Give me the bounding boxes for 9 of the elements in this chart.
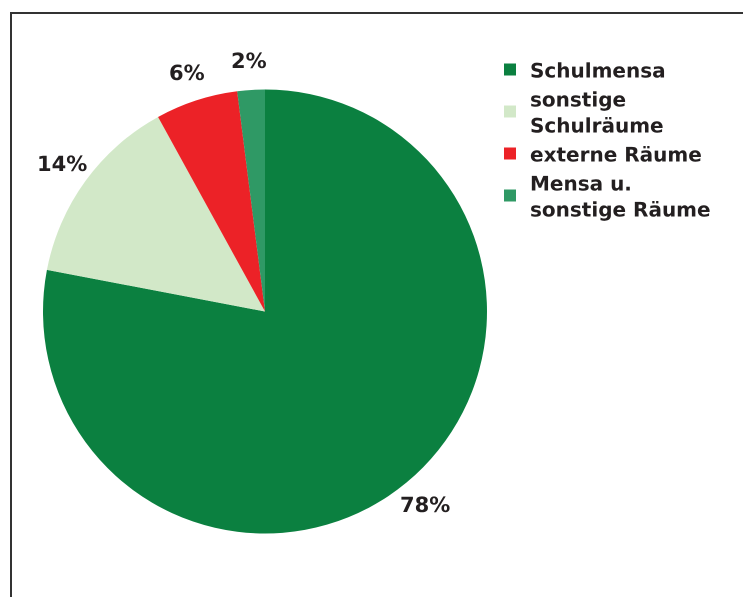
legend-label: Schulmensa	[530, 58, 666, 82]
data-label: 78%	[400, 493, 450, 517]
pie-slice	[158, 91, 265, 312]
legend-label: Mensa u. sonstige Räume	[530, 171, 711, 222]
data-label: 14%	[37, 152, 88, 176]
data-label: 6%	[169, 61, 205, 85]
legend-label: externe Räume	[530, 142, 702, 166]
pie-slice	[237, 90, 265, 312]
data-label: 2%	[231, 49, 267, 73]
